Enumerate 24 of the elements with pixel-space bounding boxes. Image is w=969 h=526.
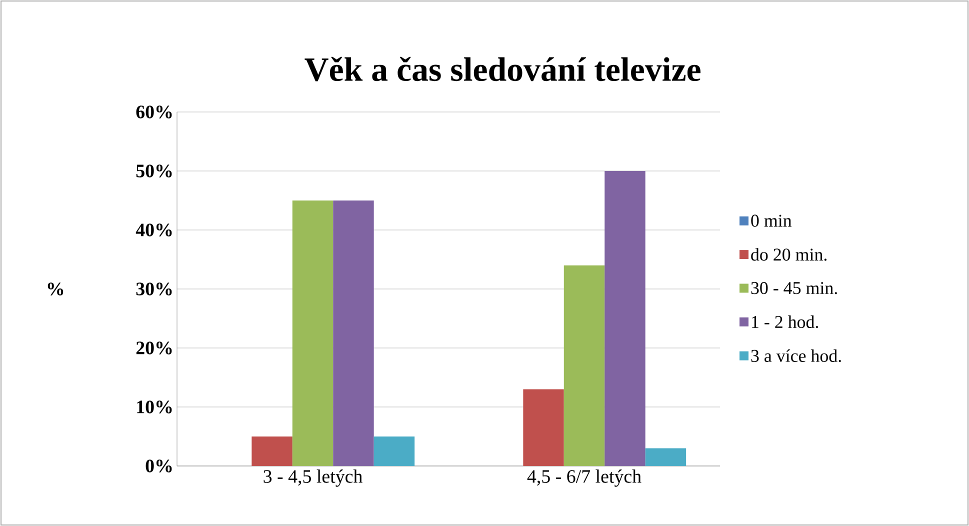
legend-label: 0 min: [751, 214, 792, 227]
chart-title: Věk a čas sledování televize: [304, 56, 700, 82]
legend-label: 1 - 2 hod.: [752, 315, 818, 328]
y-tick-label: 20%: [136, 342, 172, 354]
bar: [292, 200, 334, 466]
y-tick-label: 40%: [136, 224, 172, 236]
y-tick-label: 50%: [136, 164, 172, 178]
bar: [564, 265, 605, 466]
y-tick-label: 30%: [136, 282, 172, 296]
legend-label: do 20 min.: [751, 248, 827, 261]
bar: [333, 200, 374, 466]
bar: [374, 436, 415, 466]
y-tick-label: 0%: [146, 460, 172, 472]
x-tick-label: 4,5 - 6/7 letých: [527, 470, 642, 487]
y-tick-label: 60%: [136, 106, 172, 118]
bar: [645, 448, 686, 466]
bar: [252, 436, 292, 466]
legend-label: 30 - 45 min.: [751, 282, 837, 294]
y-tick-label: 10%: [137, 400, 172, 414]
bar: [604, 170, 646, 466]
legend-label: 3 a více hod.: [751, 349, 841, 362]
y-axis-title: %: [48, 282, 64, 296]
x-tick-label: 3 - 4,5 letých: [264, 470, 362, 487]
bar: [523, 389, 564, 466]
